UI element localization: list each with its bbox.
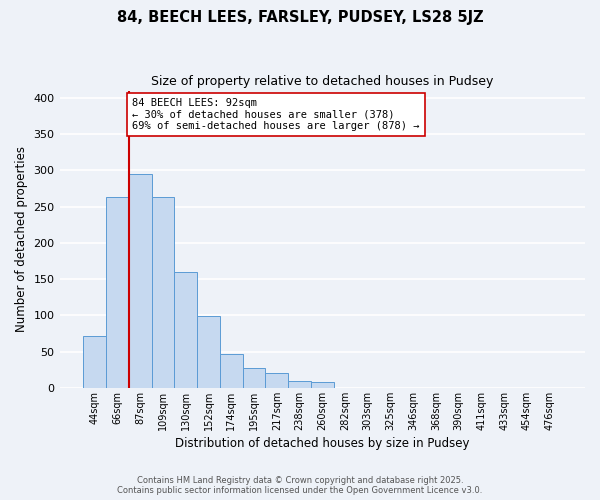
Y-axis label: Number of detached properties: Number of detached properties bbox=[15, 146, 28, 332]
Text: 84, BEECH LEES, FARSLEY, PUDSEY, LS28 5JZ: 84, BEECH LEES, FARSLEY, PUDSEY, LS28 5J… bbox=[116, 10, 484, 25]
Bar bbox=[242, 368, 265, 388]
Bar bbox=[83, 336, 106, 388]
Bar bbox=[175, 272, 197, 388]
Bar bbox=[311, 382, 334, 388]
Bar bbox=[288, 380, 311, 388]
Bar bbox=[152, 197, 175, 388]
X-axis label: Distribution of detached houses by size in Pudsey: Distribution of detached houses by size … bbox=[175, 437, 470, 450]
Bar bbox=[129, 174, 152, 388]
Text: Contains HM Land Registry data © Crown copyright and database right 2025.
Contai: Contains HM Land Registry data © Crown c… bbox=[118, 476, 482, 495]
Bar bbox=[265, 374, 288, 388]
Bar bbox=[220, 354, 242, 388]
Bar bbox=[106, 197, 129, 388]
Bar bbox=[197, 316, 220, 388]
Title: Size of property relative to detached houses in Pudsey: Size of property relative to detached ho… bbox=[151, 75, 493, 88]
Text: 84 BEECH LEES: 92sqm
← 30% of detached houses are smaller (378)
69% of semi-deta: 84 BEECH LEES: 92sqm ← 30% of detached h… bbox=[133, 98, 420, 131]
